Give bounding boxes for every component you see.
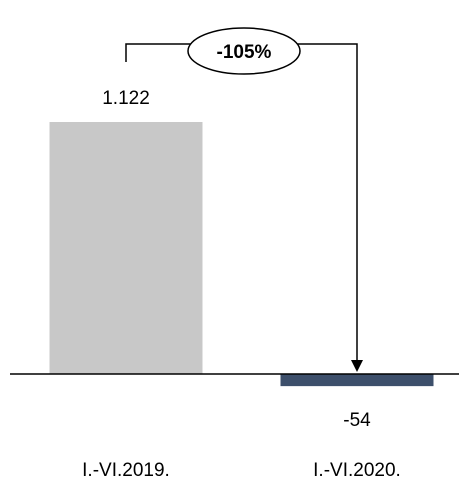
change-badge	[187, 27, 301, 75]
data-label-2019: 1.122	[102, 88, 150, 109]
change-badge-label: -105%	[217, 42, 272, 63]
category-label-2020: I.-VI.2020.	[313, 460, 401, 481]
bar-2019	[49, 122, 203, 374]
bar-2020	[280, 374, 434, 387]
category-label-2019: I.-VI.2019.	[82, 460, 170, 481]
data-label-2020: -54	[343, 410, 371, 431]
